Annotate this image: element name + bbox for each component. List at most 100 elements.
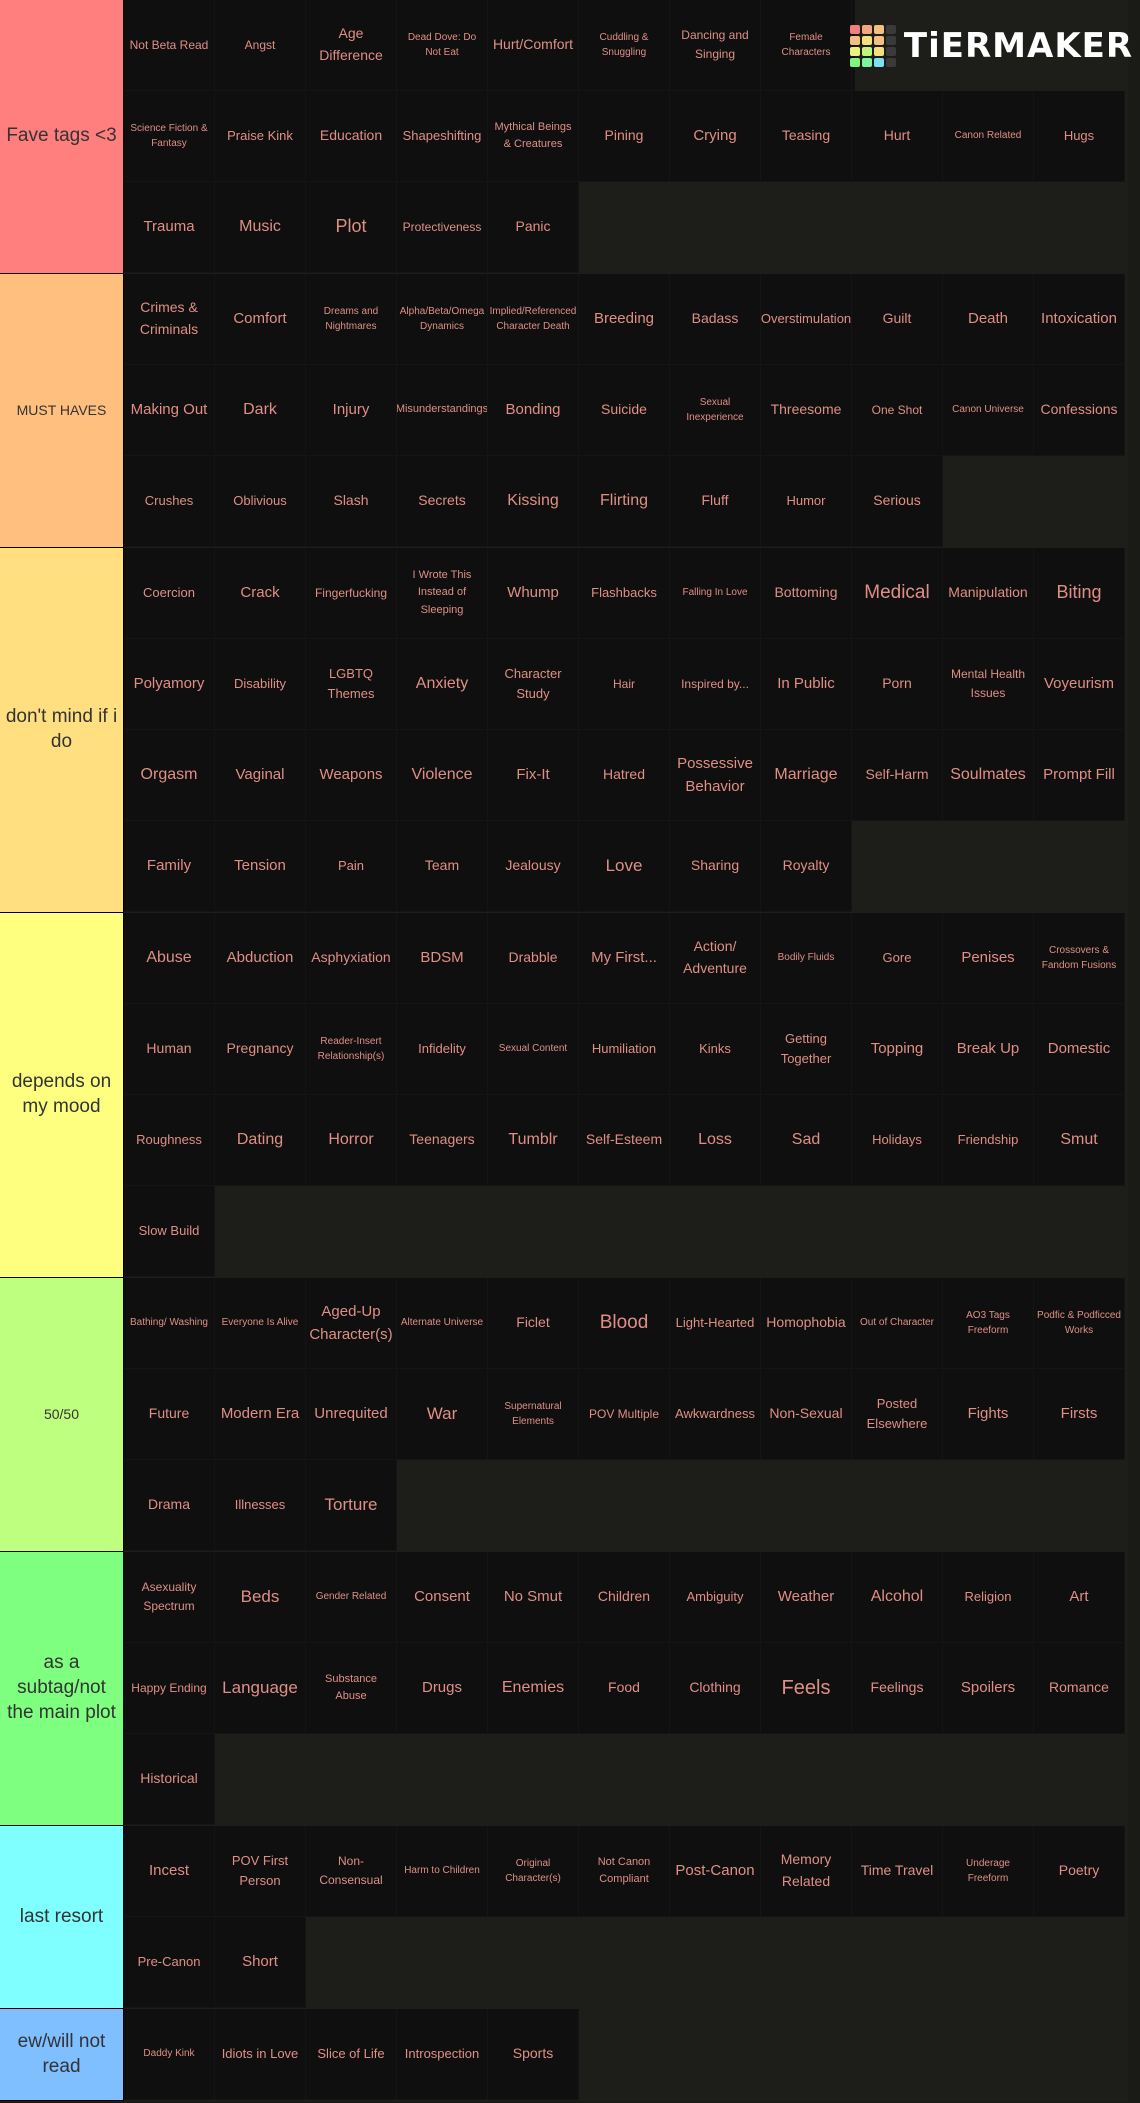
tier-item[interactable]: Oblivious bbox=[215, 456, 306, 547]
tier-item[interactable]: My First... bbox=[579, 913, 670, 1004]
tier-item[interactable]: Posted Elsewhere bbox=[852, 1369, 943, 1460]
tier-item[interactable]: Original Character(s) bbox=[488, 1826, 579, 1917]
tier-item[interactable]: Food bbox=[579, 1643, 670, 1734]
tier-item[interactable]: Teasing bbox=[761, 91, 852, 182]
tier-item[interactable]: Clothing bbox=[670, 1643, 761, 1734]
tier-item[interactable]: Panic bbox=[488, 182, 579, 273]
tier-item[interactable]: Crying bbox=[670, 91, 761, 182]
tier-items-area[interactable]: Asexuality Spectrum Beds Gender Related Con… bbox=[124, 1552, 1128, 1826]
tier-item[interactable]: Drama bbox=[124, 1460, 215, 1551]
tier-item[interactable]: Historical bbox=[124, 1734, 215, 1825]
tier-item[interactable]: Aged-Up Character(s) bbox=[306, 1278, 397, 1369]
tier-item[interactable]: Bathing/ Washing bbox=[124, 1278, 215, 1369]
tier-item[interactable]: Post-Canon bbox=[670, 1826, 761, 1917]
tier-label[interactable]: depends on my mood bbox=[0, 913, 124, 1278]
tier-item[interactable]: Breeding bbox=[579, 274, 670, 365]
tier-item[interactable]: Plot bbox=[306, 182, 397, 273]
tier-item[interactable]: Death bbox=[943, 274, 1034, 365]
tier-item[interactable]: Manipulation bbox=[943, 548, 1034, 639]
tier-item[interactable]: Beds bbox=[215, 1552, 306, 1643]
tier-item[interactable]: Comfort bbox=[215, 274, 306, 365]
tier-item[interactable]: Religion bbox=[943, 1552, 1034, 1643]
tier-item[interactable]: Self-Esteem bbox=[579, 1095, 670, 1186]
tier-item[interactable]: Incest bbox=[124, 1826, 215, 1917]
tier-item[interactable]: Hugs bbox=[1034, 91, 1125, 182]
tier-item[interactable]: Loss bbox=[670, 1095, 761, 1186]
tier-label[interactable]: don't mind if i do bbox=[0, 548, 124, 913]
tier-item[interactable]: Sexual Content bbox=[488, 1004, 579, 1095]
tier-items-area[interactable]: Crimes & Criminals Comfort Dreams and Nigh… bbox=[124, 274, 1128, 548]
tier-item[interactable]: Flashbacks bbox=[579, 548, 670, 639]
tier-item[interactable]: Children bbox=[579, 1552, 670, 1643]
tier-items-area[interactable]: Coercion Crack Fingerfucking I Wrote This I… bbox=[124, 548, 1128, 913]
tier-item[interactable]: Harm to Children bbox=[397, 1826, 488, 1917]
tier-item[interactable]: Slow Build bbox=[124, 1186, 215, 1277]
tier-item[interactable]: Introspection bbox=[397, 2009, 488, 2100]
tier-item[interactable]: Sharing bbox=[670, 821, 761, 912]
tier-item[interactable]: Roughness bbox=[124, 1095, 215, 1186]
tier-item[interactable]: Inspired by... bbox=[670, 639, 761, 730]
tier-item[interactable]: I Wrote This Instead of Sleeping bbox=[397, 548, 488, 639]
tier-item[interactable]: Serious bbox=[852, 456, 943, 547]
tier-item[interactable]: Crack bbox=[215, 548, 306, 639]
tier-item[interactable]: Medical bbox=[852, 548, 943, 639]
tier-item[interactable]: Education bbox=[306, 91, 397, 182]
tier-item[interactable]: Hair bbox=[579, 639, 670, 730]
tier-item[interactable]: Awkwardness bbox=[670, 1369, 761, 1460]
tier-item[interactable]: Badass bbox=[670, 274, 761, 365]
tier-item[interactable]: Protectiveness bbox=[397, 182, 488, 273]
tier-items-area[interactable]: Not Beta Read Angst Age Difference Dead Dov… bbox=[124, 0, 1128, 274]
tier-item[interactable]: Overstimulation bbox=[761, 274, 852, 365]
tier-item[interactable]: Tension bbox=[215, 821, 306, 912]
tier-item[interactable]: Infidelity bbox=[397, 1004, 488, 1095]
tier-item[interactable]: Ficlet bbox=[488, 1278, 579, 1369]
tier-item[interactable]: Romance bbox=[1034, 1643, 1125, 1734]
tier-item[interactable]: Podfic & Podficced Works bbox=[1034, 1278, 1125, 1369]
tier-item[interactable]: Cuddling & Snuggling bbox=[579, 0, 670, 91]
tier-item[interactable]: War bbox=[397, 1369, 488, 1460]
tier-item[interactable]: Marriage bbox=[761, 730, 852, 821]
tier-item[interactable]: Humor bbox=[761, 456, 852, 547]
tier-item[interactable]: Confessions bbox=[1034, 365, 1125, 456]
tier-item[interactable]: Pining bbox=[579, 91, 670, 182]
tier-label[interactable]: MUST HAVES bbox=[0, 274, 124, 548]
tier-item[interactable]: Consent bbox=[397, 1552, 488, 1643]
tier-item[interactable]: Reader-Insert Relationship(s) bbox=[306, 1004, 397, 1095]
tier-item[interactable]: Fights bbox=[943, 1369, 1034, 1460]
tier-item[interactable]: Penises bbox=[943, 913, 1034, 1004]
tier-item[interactable]: Pain bbox=[306, 821, 397, 912]
tier-item[interactable]: Dark bbox=[215, 365, 306, 456]
tier-item[interactable]: Poetry bbox=[1034, 1826, 1125, 1917]
tier-item[interactable]: Love bbox=[579, 821, 670, 912]
tier-item[interactable]: Time Travel bbox=[852, 1826, 943, 1917]
tier-item[interactable]: Crushes bbox=[124, 456, 215, 547]
tier-item[interactable]: Daddy Kink bbox=[124, 2009, 215, 2100]
tier-item[interactable]: Firsts bbox=[1034, 1369, 1125, 1460]
tier-item[interactable]: Domestic bbox=[1034, 1004, 1125, 1095]
tier-item[interactable]: Coercion bbox=[124, 548, 215, 639]
tier-label[interactable]: Fave tags <3 bbox=[0, 0, 124, 274]
tier-item[interactable]: Non-Consensual bbox=[306, 1826, 397, 1917]
tier-item[interactable]: Polyamory bbox=[124, 639, 215, 730]
tier-item[interactable]: Disability bbox=[215, 639, 306, 730]
tier-item[interactable]: Trauma bbox=[124, 182, 215, 273]
tier-item[interactable]: Prompt Fill bbox=[1034, 730, 1125, 821]
tier-item[interactable]: Shapeshifting bbox=[397, 91, 488, 182]
tier-item[interactable]: Smut bbox=[1034, 1095, 1125, 1186]
tier-item[interactable]: Dancing and Singing bbox=[670, 0, 761, 91]
tier-item[interactable]: Threesome bbox=[761, 365, 852, 456]
tier-item[interactable]: Flirting bbox=[579, 456, 670, 547]
tier-item[interactable]: Voyeurism bbox=[1034, 639, 1125, 730]
tier-item[interactable]: Supernatural Elements bbox=[488, 1369, 579, 1460]
tier-item[interactable]: Family bbox=[124, 821, 215, 912]
tier-item[interactable]: Canon Universe bbox=[943, 365, 1034, 456]
tier-item[interactable]: Spoilers bbox=[943, 1643, 1034, 1734]
tier-item[interactable]: Friendship bbox=[943, 1095, 1034, 1186]
tier-label[interactable]: 50/50 bbox=[0, 1278, 124, 1552]
tier-item[interactable]: Pregnancy bbox=[215, 1004, 306, 1095]
tier-item[interactable]: One Shot bbox=[852, 365, 943, 456]
tier-item[interactable]: No Smut bbox=[488, 1552, 579, 1643]
tier-item[interactable]: Horror bbox=[306, 1095, 397, 1186]
tier-item[interactable]: Vaginal bbox=[215, 730, 306, 821]
tier-item[interactable]: Short bbox=[215, 1917, 306, 2008]
